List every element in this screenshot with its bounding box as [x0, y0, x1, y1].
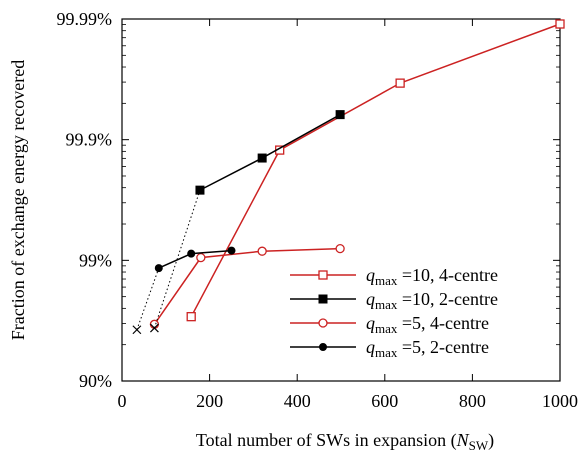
legend-var: q — [366, 337, 375, 357]
legend-sub: max — [375, 273, 398, 288]
ticks: 0 200 400 600 800 1000 90% 99% 99.9% 99.99% — [57, 9, 579, 411]
x-marker-stroke — [132, 325, 142, 335]
legend-marker — [319, 343, 327, 351]
legend-entry: qmax =5, 4-centre — [290, 313, 489, 336]
data-point — [186, 312, 196, 322]
data-point — [227, 246, 236, 255]
legend-rest: =10, 4-centre — [397, 265, 498, 285]
legend-rest: =5, 2-centre — [397, 337, 489, 357]
extrapolation-point — [132, 325, 142, 335]
legend-label: qmax =5, 2-centre — [366, 337, 489, 360]
series-line — [199, 113, 341, 191]
legend-marker — [318, 294, 328, 304]
legend-entry: qmax =10, 4-centre — [290, 265, 498, 288]
legend-marker — [318, 318, 328, 328]
y-tick-label: 99% — [79, 250, 112, 270]
data-point — [395, 78, 405, 88]
legend-marker — [318, 270, 328, 280]
legend-var: q — [366, 289, 375, 309]
y-tick-label: 99.99% — [57, 9, 113, 29]
x-tick-label: 800 — [459, 391, 486, 411]
y-tick-label: 90% — [79, 371, 112, 391]
legend-rest: =5, 4-centre — [397, 313, 489, 333]
legend-var: q — [366, 313, 375, 333]
plot-frame — [121, 18, 561, 382]
y-axis-title: Fraction of exchange energy recovered — [8, 60, 28, 341]
y-tick-label: 99.9% — [66, 130, 113, 150]
legend-sub: max — [375, 321, 398, 336]
legend-label: qmax =10, 2-centre — [366, 289, 498, 312]
x-axis-title: Total number of SWs in expansion (NSW) — [196, 430, 494, 451]
x-tick-label: 0 — [118, 391, 127, 411]
legend-label: qmax =5, 4-centre — [366, 313, 489, 336]
x-tick-label: 400 — [284, 391, 311, 411]
extrapolation-point — [149, 323, 159, 333]
x-tick-label: 1000 — [542, 391, 578, 411]
data-point — [187, 249, 196, 258]
data-point — [335, 243, 345, 254]
data-point — [257, 246, 267, 256]
extrapolation-line — [153, 189, 201, 329]
x-tick-label: 600 — [371, 391, 398, 411]
series-1 — [195, 110, 345, 195]
legend-var: q — [366, 265, 375, 285]
x-axis-title-var: N — [456, 430, 470, 450]
extrapolation-line — [136, 267, 160, 330]
legend-sub: max — [375, 345, 398, 360]
extrapolation-layer — [132, 189, 201, 335]
legend-entry: qmax =5, 2-centre — [290, 337, 489, 360]
series-3 — [154, 246, 236, 273]
axes — [121, 18, 561, 382]
legend-label: qmax =10, 4-centre — [366, 265, 498, 288]
x-axis-title-sub: SW — [469, 438, 489, 451]
legend-rest: =10, 2-centre — [397, 289, 498, 309]
x-marker-stroke — [149, 323, 159, 333]
legend-entry: qmax =10, 2-centre — [290, 289, 498, 312]
series-line — [153, 247, 341, 325]
data-point — [257, 153, 267, 163]
data-point — [335, 110, 345, 120]
data-point — [555, 19, 565, 29]
legend-sub: max — [375, 297, 398, 312]
x-axis-title-main: Total number of SWs in expansion ( — [196, 430, 457, 451]
series-2 — [149, 243, 345, 329]
series-layer — [149, 19, 565, 329]
x-tick-label: 200 — [196, 391, 223, 411]
x-axis-title-close: ) — [488, 430, 494, 451]
data-point — [196, 252, 206, 263]
